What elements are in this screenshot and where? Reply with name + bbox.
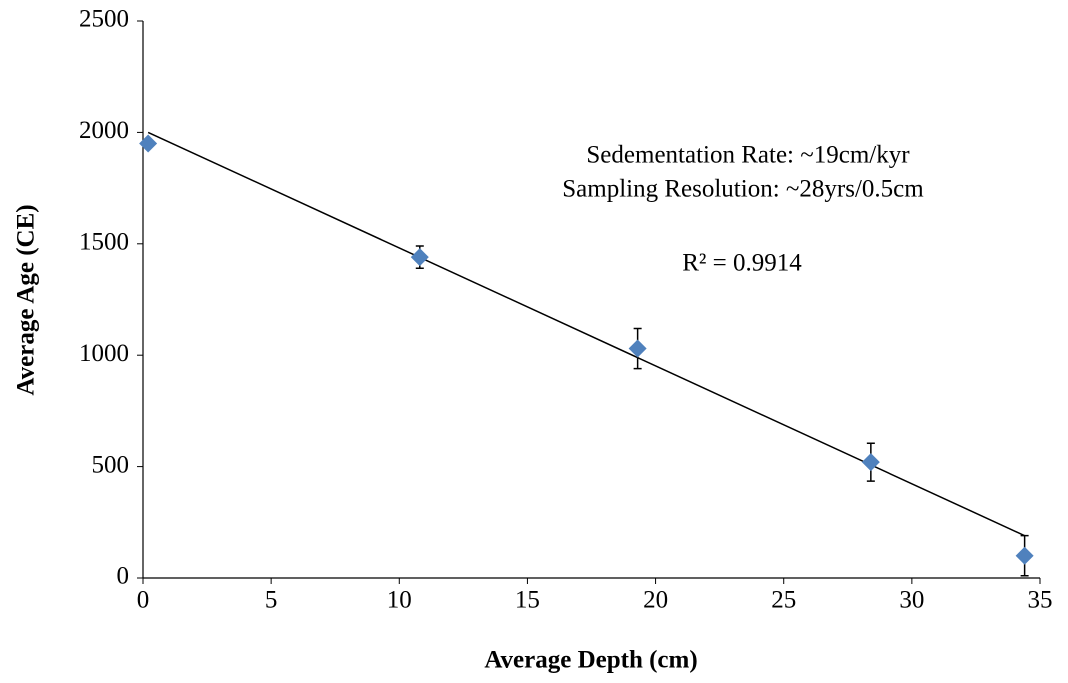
y-tick-label: 1000	[79, 340, 129, 367]
point	[628, 339, 647, 358]
point	[1015, 546, 1034, 565]
y-tick-label: 2000	[79, 117, 129, 144]
x-tick-label: 30	[899, 587, 924, 614]
annotation: Sampling Resolution: ~28yrs/0.5cm	[562, 176, 924, 203]
y-tick-label: 2500	[79, 6, 129, 33]
x-tick-label: 35	[1028, 587, 1053, 614]
x-tick-label: 10	[387, 587, 412, 614]
point	[861, 453, 880, 472]
x-tick-label: 20	[643, 587, 668, 614]
point	[410, 248, 429, 267]
y-tick-label: 1500	[79, 229, 129, 256]
annotation: R² = 0.9914	[682, 250, 802, 277]
x-tick-label: 25	[771, 587, 796, 614]
y-tick-label: 500	[92, 451, 130, 478]
x-axis-title: Average Depth (cm)	[484, 647, 697, 674]
x-tick-label: 5	[265, 587, 278, 614]
annotation: Sedementation Rate: ~19cm/kyr	[586, 142, 910, 169]
trendline	[147, 131, 1025, 537]
point	[139, 134, 158, 153]
y-tick-label: 0	[117, 563, 130, 590]
x-tick-label: 0	[137, 587, 150, 614]
y-axis-title: Average Age (CE)	[13, 204, 40, 395]
x-tick-label: 15	[515, 587, 540, 614]
